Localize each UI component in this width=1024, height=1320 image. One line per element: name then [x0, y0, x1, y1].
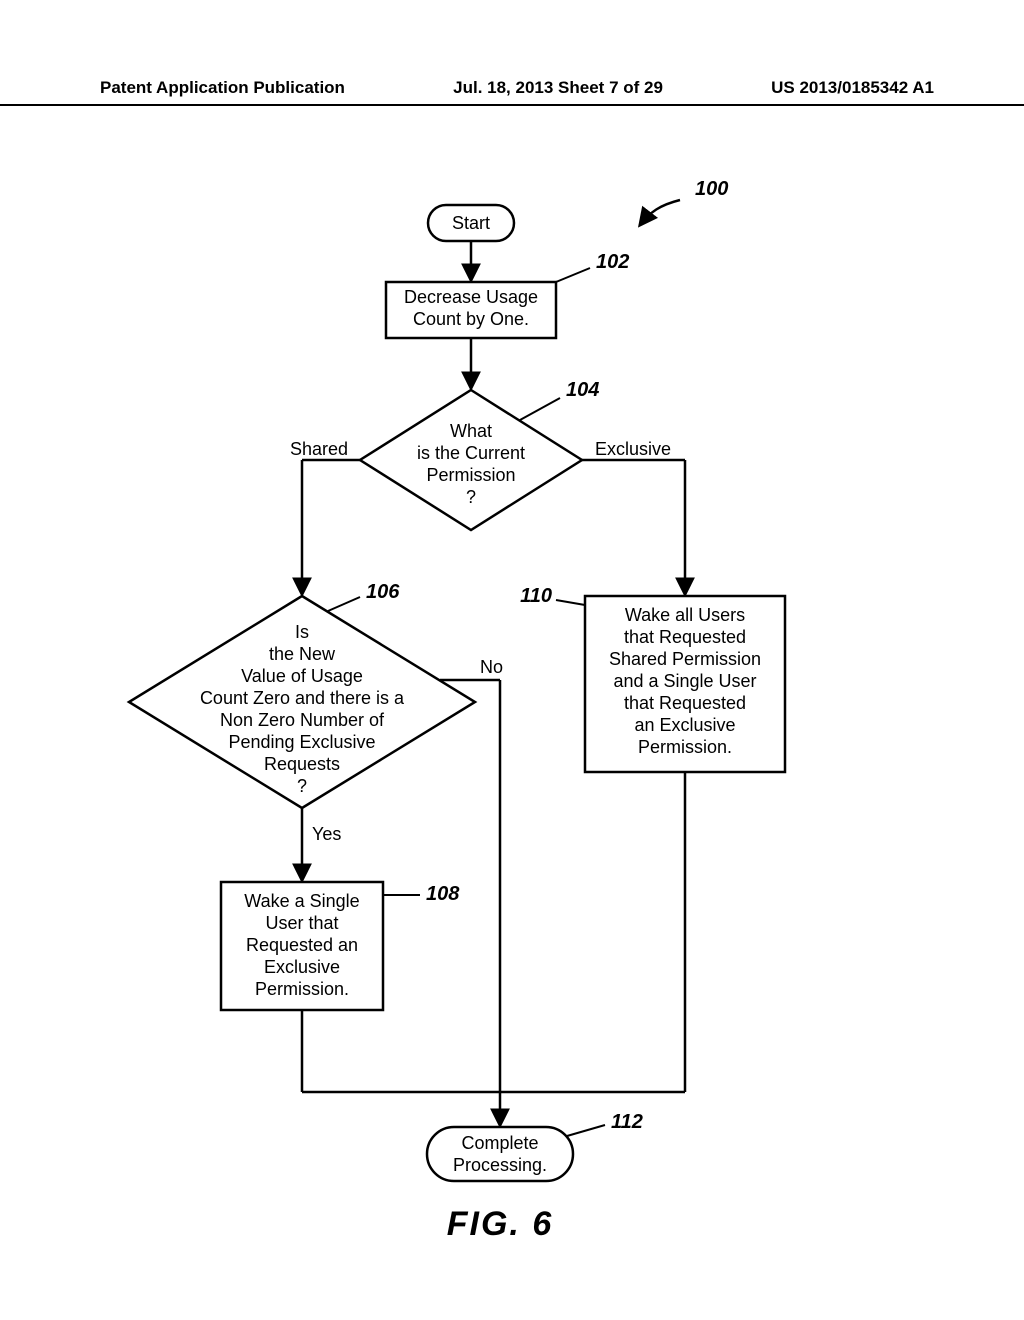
figure-label: FIG. 6 [447, 1205, 553, 1240]
n106-line2: the New [269, 644, 336, 664]
n102-line1: Decrease Usage [404, 287, 538, 307]
n108-line1: Wake a Single [244, 891, 359, 911]
n106-line6: Pending Exclusive [228, 732, 375, 752]
n108-line5: Permission. [255, 979, 349, 999]
n112-line2: Processing. [453, 1155, 547, 1175]
page-header: Patent Application Publication Jul. 18, … [0, 78, 1024, 106]
n110-line5: that Requested [624, 693, 746, 713]
ref-108-label: 108 [426, 883, 460, 905]
header-center: Jul. 18, 2013 Sheet 7 of 29 [453, 78, 663, 98]
n110-line6: an Exclusive [634, 715, 735, 735]
flowchart-container: 100 Start Decrease Usage Count by One. 1… [0, 140, 1024, 1240]
ref-104: 104 [520, 379, 599, 420]
n110-line7: Permission. [638, 737, 732, 757]
start-label: Start [452, 213, 490, 233]
header-right: US 2013/0185342 A1 [771, 78, 934, 98]
n106-line3: Value of Usage [241, 666, 363, 686]
edge-108-merge [302, 1010, 685, 1092]
ref-102-label: 102 [596, 251, 629, 273]
n104-line4: ? [466, 487, 476, 507]
n106-line1: Is [295, 622, 309, 642]
ref-100: 100 [640, 178, 728, 225]
ref-110: 110 [520, 585, 585, 607]
yes-label: Yes [312, 824, 341, 844]
n106-line8: ? [297, 776, 307, 796]
n110-line2: that Requested [624, 627, 746, 647]
node-104: What is the Current Permission ? [360, 390, 582, 530]
n112-line1: Complete [461, 1133, 538, 1153]
patent-page: Patent Application Publication Jul. 18, … [0, 0, 1024, 1320]
edge-106-yes: Yes [302, 808, 341, 880]
n106-line7: Requests [264, 754, 340, 774]
no-label: No [480, 657, 503, 677]
n110-line3: Shared Permission [609, 649, 761, 669]
n108-line3: Requested an [246, 935, 358, 955]
edge-104-exclusive: Exclusive [582, 439, 685, 594]
n110-line1: Wake all Users [625, 605, 745, 625]
n108-line4: Exclusive [264, 957, 340, 977]
n110-line4: and a Single User [613, 671, 756, 691]
ref-108: 108 [383, 883, 460, 905]
ref-106-label: 106 [366, 581, 400, 603]
flowchart-svg: 100 Start Decrease Usage Count by One. 1… [0, 140, 1024, 1240]
node-112: Complete Processing. [427, 1127, 573, 1181]
ref-102: 102 [556, 251, 629, 282]
edge-104-shared: Shared [290, 439, 360, 594]
ref-112-label: 112 [611, 1111, 643, 1133]
node-start: Start [428, 205, 514, 241]
n104-line1: What [450, 421, 492, 441]
exclusive-label: Exclusive [595, 439, 671, 459]
n106-line5: Non Zero Number of [220, 710, 385, 730]
ref-106: 106 [328, 581, 400, 611]
node-108: Wake a Single User that Requested an Exc… [221, 882, 383, 1010]
n104-line3: Permission [426, 465, 515, 485]
edge-106-no: No [440, 657, 503, 1092]
shared-label: Shared [290, 439, 348, 459]
ref-100-label: 100 [695, 178, 728, 200]
node-106: Is the New Value of Usage Count Zero and… [129, 596, 475, 808]
node-102: Decrease Usage Count by One. [386, 282, 556, 338]
n104-line2: is the Current [417, 443, 525, 463]
ref-104-label: 104 [566, 379, 599, 401]
node-110: Wake all Users that Requested Shared Per… [585, 596, 785, 772]
header-left: Patent Application Publication [100, 78, 345, 98]
n102-line2: Count by One. [413, 309, 529, 329]
ref-112: 112 [567, 1111, 643, 1136]
n106-line4: Count Zero and there is a [200, 688, 405, 708]
n108-line2: User that [265, 913, 338, 933]
ref-110-label: 110 [520, 585, 552, 607]
